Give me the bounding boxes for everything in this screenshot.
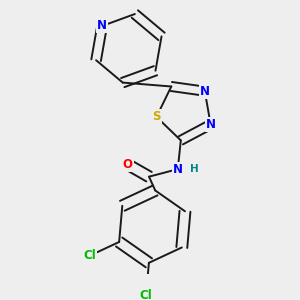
Text: N: N — [200, 85, 210, 98]
Text: H: H — [190, 164, 199, 174]
Text: S: S — [152, 110, 161, 123]
Text: N: N — [206, 118, 216, 131]
Text: N: N — [97, 20, 107, 32]
Text: N: N — [173, 163, 183, 176]
Text: Cl: Cl — [83, 249, 96, 262]
Text: O: O — [123, 158, 133, 171]
Text: Cl: Cl — [140, 289, 152, 300]
